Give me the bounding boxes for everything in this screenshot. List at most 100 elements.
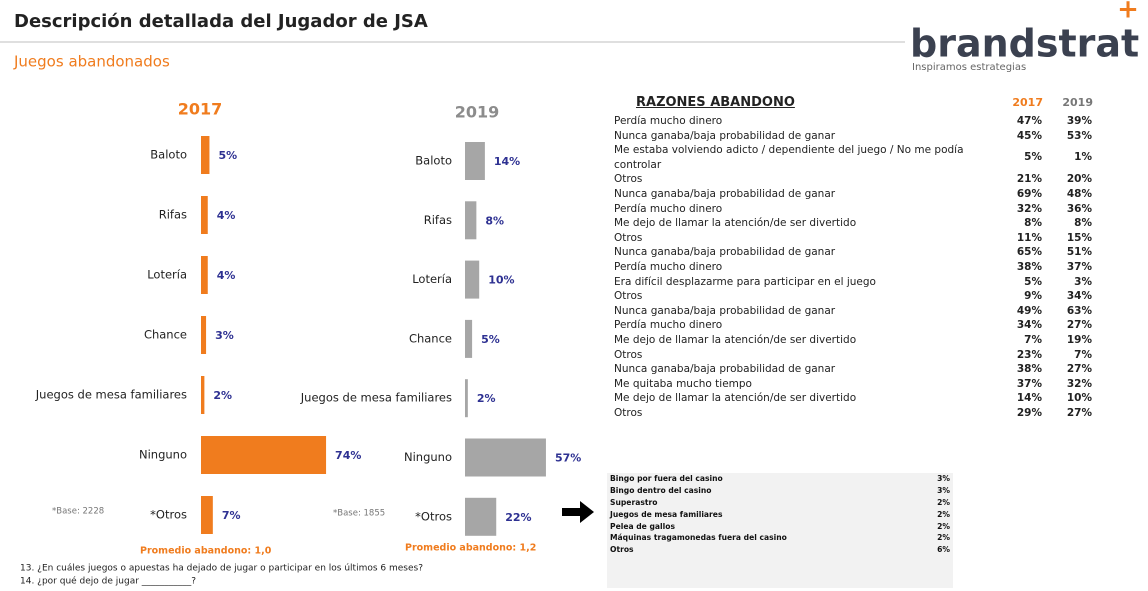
percent-cell: 7% bbox=[994, 333, 1044, 348]
base-note: *Base: 2228 bbox=[52, 507, 104, 517]
category-label: Lotería bbox=[147, 268, 187, 282]
slide-title: Descripción detallada del Jugador de JSA bbox=[14, 11, 428, 32]
reason-cell: Era difícil desplazarme para participar … bbox=[612, 275, 994, 290]
bar bbox=[465, 439, 546, 477]
percent-cell: 27% bbox=[1044, 362, 1094, 377]
category-label: Rifas bbox=[424, 213, 452, 227]
category-label: Baloto bbox=[150, 148, 187, 162]
value-label: 2% bbox=[477, 392, 496, 405]
reason-cell: Otros bbox=[612, 348, 994, 363]
reason-cell: Perdía mucho dinero bbox=[612, 114, 994, 129]
average-note: Promedio abandono: 1,2 bbox=[405, 543, 536, 554]
percent-cell: 14% bbox=[994, 391, 1044, 406]
percent-cell: 3% bbox=[1044, 275, 1094, 290]
bar bbox=[465, 498, 496, 536]
reason-cell: Perdía mucho dinero bbox=[612, 318, 994, 333]
average-note: Promedio abandono: 1,0 bbox=[140, 546, 272, 557]
percent-cell: 38% bbox=[994, 362, 1044, 377]
game-cell: Juegos de mesa familiares bbox=[607, 509, 921, 521]
header-cell: 2017 bbox=[994, 90, 1044, 114]
bar bbox=[465, 201, 476, 239]
table-row: Nunca ganaba/baja probabilidad de ganar6… bbox=[612, 187, 1094, 202]
percent-cell: 19% bbox=[1044, 333, 1094, 348]
reason-cell: Otros bbox=[612, 172, 994, 187]
game-cell: Bingo por fuera del casino bbox=[607, 473, 921, 485]
game-cell: Pelea de gallos bbox=[607, 520, 921, 532]
value-label: 4% bbox=[217, 269, 236, 282]
category-label: Ninguno bbox=[404, 450, 452, 464]
bar bbox=[201, 136, 209, 174]
table-row: Me dejo de llamar la atención/de ser div… bbox=[612, 216, 1094, 231]
percent-cell: 45% bbox=[994, 129, 1044, 144]
bar bbox=[201, 196, 208, 234]
bar bbox=[201, 256, 208, 294]
percent-cell: 5% bbox=[994, 143, 1044, 172]
game-cell: Máquinas tragamonedas fuera del casino bbox=[607, 532, 921, 544]
reason-cell: Me estaba volviendo adicto / dependiente… bbox=[612, 143, 994, 172]
logo: brandstrat bbox=[910, 22, 1139, 66]
reason-cell: Perdía mucho dinero bbox=[612, 202, 994, 217]
game-cell: Bingo dentro del casino bbox=[607, 485, 921, 497]
category-label: Juegos de mesa familiares bbox=[300, 391, 452, 405]
arrow bbox=[562, 501, 594, 523]
percent-cell: 23% bbox=[994, 348, 1044, 363]
reason-cell: Nunca ganaba/baja probabilidad de ganar bbox=[612, 362, 994, 377]
percent-cell: 32% bbox=[1044, 377, 1094, 392]
percent-cell: 21% bbox=[994, 172, 1044, 187]
reason-cell: Otros bbox=[612, 231, 994, 246]
spacer-row bbox=[607, 556, 953, 588]
percent-cell: 29% bbox=[994, 406, 1044, 421]
percent-cell: 3% bbox=[921, 473, 953, 485]
table-row: Era difícil desplazarme para participar … bbox=[612, 275, 1094, 290]
percent-cell: 63% bbox=[1044, 304, 1094, 319]
bar bbox=[201, 376, 204, 414]
header-cell: 2019 bbox=[1044, 90, 1094, 114]
bar bbox=[201, 316, 206, 354]
reason-cell: Me dejo de llamar la atención/de ser div… bbox=[612, 391, 994, 406]
chart-title: 2019 bbox=[455, 103, 500, 122]
value-label: 57% bbox=[555, 452, 581, 465]
reason-cell: Nunca ganaba/baja probabilidad de ganar bbox=[612, 245, 994, 260]
bar bbox=[201, 496, 213, 534]
bar bbox=[465, 142, 485, 180]
percent-cell: 36% bbox=[1044, 202, 1094, 217]
logo-plus: + bbox=[1117, 0, 1139, 25]
category-label: Chance bbox=[144, 328, 187, 342]
value-label: 7% bbox=[222, 509, 241, 522]
footnote: 13. ¿En cuáles juegos o apuestas ha deja… bbox=[20, 564, 423, 574]
table-row: Me estaba volviendo adicto / dependiente… bbox=[612, 143, 1094, 172]
percent-cell: 69% bbox=[994, 187, 1044, 202]
percent-cell: 10% bbox=[1044, 391, 1094, 406]
reason-cell: Me dejo de llamar la atención/de ser div… bbox=[612, 333, 994, 348]
percent-cell: 11% bbox=[994, 231, 1044, 246]
table-row: Perdía mucho dinero38%37% bbox=[612, 260, 1094, 275]
slide: Descripción detallada del Jugador de JSA… bbox=[0, 0, 1148, 591]
reason-cell: Me dejo de llamar la atención/de ser div… bbox=[612, 216, 994, 231]
percent-cell: 3% bbox=[921, 485, 953, 497]
header-cell: RAZONES ABANDONO bbox=[612, 90, 994, 114]
category-label: *Otros bbox=[415, 509, 452, 523]
percent-cell: 2% bbox=[921, 509, 953, 521]
percent-cell: 2% bbox=[921, 520, 953, 532]
game-cell: Otros bbox=[607, 544, 921, 556]
percent-cell: 8% bbox=[1044, 216, 1094, 231]
reason-cell: Otros bbox=[612, 289, 994, 304]
category-label: Juegos de mesa familiares bbox=[35, 388, 187, 402]
percent-cell: 65% bbox=[994, 245, 1044, 260]
percent-cell: 53% bbox=[1044, 129, 1094, 144]
value-label: 5% bbox=[218, 149, 237, 162]
percent-cell: 8% bbox=[994, 216, 1044, 231]
